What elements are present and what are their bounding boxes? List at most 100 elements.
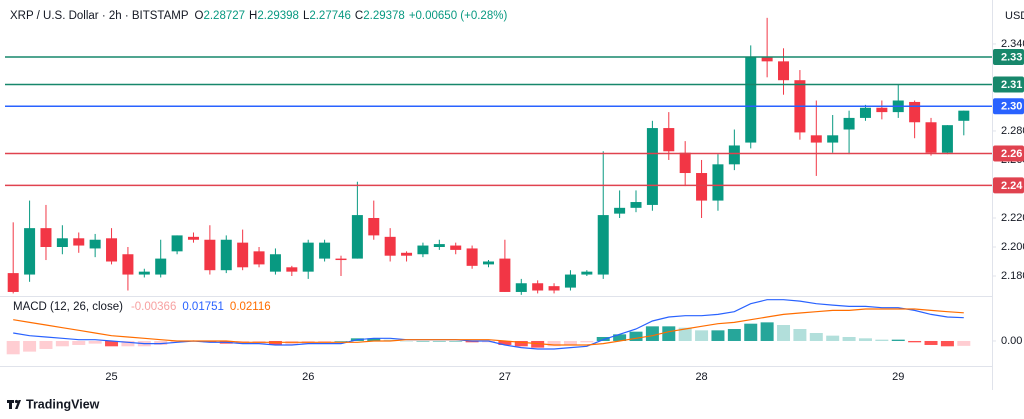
candle-body bbox=[614, 207, 626, 214]
histogram-bar bbox=[629, 331, 643, 341]
histogram-bar bbox=[908, 340, 922, 343]
candle-body bbox=[843, 117, 855, 130]
histogram-bar bbox=[744, 323, 758, 341]
histogram-bar bbox=[957, 340, 971, 346]
candle-body bbox=[73, 238, 85, 246]
candle-body bbox=[810, 135, 822, 143]
histogram-bar bbox=[6, 340, 20, 355]
price-label-box bbox=[993, 48, 1024, 65]
legend-label: C bbox=[355, 10, 363, 22]
candle-body bbox=[532, 283, 544, 291]
histogram-bar bbox=[924, 340, 938, 345]
series-value: 0.02116 bbox=[230, 301, 271, 313]
x-tick-label: 28 bbox=[695, 371, 707, 383]
y-tick-label: 2.340 bbox=[1001, 38, 1024, 50]
candle-body bbox=[630, 202, 642, 208]
price-label: 2.30 bbox=[1001, 101, 1022, 113]
candle-body bbox=[958, 110, 970, 121]
histogram-bar bbox=[23, 340, 37, 352]
price-label-box bbox=[993, 145, 1024, 162]
brand-name: TradingView bbox=[26, 397, 100, 411]
histogram-bar bbox=[842, 336, 856, 341]
histogram-bar bbox=[449, 340, 463, 342]
macd-legend: MACD (12, 26, close) -0.00366 0.01751 0.021… bbox=[13, 301, 271, 313]
histogram-bar bbox=[367, 338, 381, 341]
candle-body bbox=[433, 244, 445, 247]
candle-body bbox=[827, 135, 839, 143]
histogram-bar bbox=[563, 340, 577, 345]
histogram-bar bbox=[777, 325, 791, 341]
candle-body bbox=[646, 128, 658, 205]
price-label: 2.24 bbox=[1001, 180, 1023, 192]
histogram-bar bbox=[858, 338, 872, 341]
change: +0.00650 (+0.28%) bbox=[409, 10, 508, 22]
histogram-bar bbox=[154, 340, 168, 345]
candle-body bbox=[761, 56, 773, 62]
symbol: XRP / U.S. Dollar · 2h · BITSTAMP bbox=[10, 10, 189, 22]
candle-body bbox=[515, 283, 527, 292]
histogram-bar bbox=[826, 335, 840, 341]
candle-body bbox=[696, 173, 708, 201]
histogram-bar bbox=[72, 340, 86, 345]
histogram-bar bbox=[432, 340, 446, 342]
candle-body bbox=[187, 236, 199, 240]
candle-body bbox=[859, 107, 871, 118]
candle-body bbox=[269, 254, 281, 272]
histogram-bar bbox=[531, 340, 545, 348]
candle-body bbox=[368, 217, 380, 236]
candle-body bbox=[138, 271, 150, 275]
candle-body bbox=[663, 128, 675, 152]
y-tick-label: 2.200 bbox=[1001, 241, 1024, 253]
legend-value: 2.28727 bbox=[203, 10, 245, 22]
histogram-bar bbox=[285, 340, 299, 345]
x-tick-label: 25 bbox=[105, 371, 117, 383]
candle-body bbox=[171, 235, 183, 252]
candle-body bbox=[253, 251, 265, 265]
brand-logo bbox=[7, 399, 21, 409]
x-tick-label: 26 bbox=[302, 371, 314, 383]
candle-body bbox=[450, 245, 462, 250]
histogram-value: -0.00366 bbox=[131, 301, 176, 313]
histogram-bar bbox=[268, 340, 282, 345]
histogram-bar bbox=[39, 340, 53, 349]
histogram-bar bbox=[580, 340, 594, 343]
macd-line bbox=[13, 299, 964, 350]
price-label: 2.26 bbox=[1001, 148, 1022, 160]
candle-body bbox=[401, 252, 413, 256]
candle-body bbox=[56, 238, 68, 247]
histogram-bar bbox=[170, 340, 184, 343]
candle-body bbox=[122, 254, 134, 275]
candle-body bbox=[499, 258, 511, 292]
candle-body bbox=[335, 258, 347, 261]
histogram-bar bbox=[875, 339, 889, 341]
price-label: 2.31 bbox=[1001, 79, 1022, 91]
legend-label: L bbox=[303, 10, 310, 22]
series-value: 0.01751 bbox=[182, 301, 224, 313]
candle-body bbox=[7, 273, 19, 292]
y-tick-label: 2.280 bbox=[1001, 125, 1024, 137]
histogram-bar bbox=[727, 329, 741, 341]
histogram-bar bbox=[695, 330, 709, 341]
price-label: 2.33 bbox=[1001, 51, 1022, 63]
candle-body bbox=[548, 286, 560, 291]
candle-body bbox=[909, 101, 921, 123]
y-tick-label: 0.00 bbox=[1001, 335, 1022, 347]
candle-body bbox=[286, 267, 298, 272]
histogram-bar bbox=[383, 339, 397, 341]
price-label-box bbox=[993, 177, 1024, 194]
candle-body bbox=[597, 215, 609, 275]
candle-body bbox=[24, 228, 36, 275]
histogram-bar bbox=[760, 322, 774, 341]
histogram-bar bbox=[498, 340, 512, 345]
macd-line bbox=[13, 308, 964, 346]
candle-body bbox=[351, 215, 363, 259]
x-tick-label: 27 bbox=[499, 371, 511, 383]
header-text: XRP / U.S. Dollar · 2h · BITSTAMP O2.2872… bbox=[10, 10, 507, 22]
x-tick-label: 29 bbox=[892, 371, 904, 383]
histogram-bar bbox=[318, 340, 332, 343]
histogram-bar bbox=[613, 334, 627, 341]
candle-body bbox=[925, 122, 937, 153]
histogram-bar bbox=[88, 340, 102, 344]
